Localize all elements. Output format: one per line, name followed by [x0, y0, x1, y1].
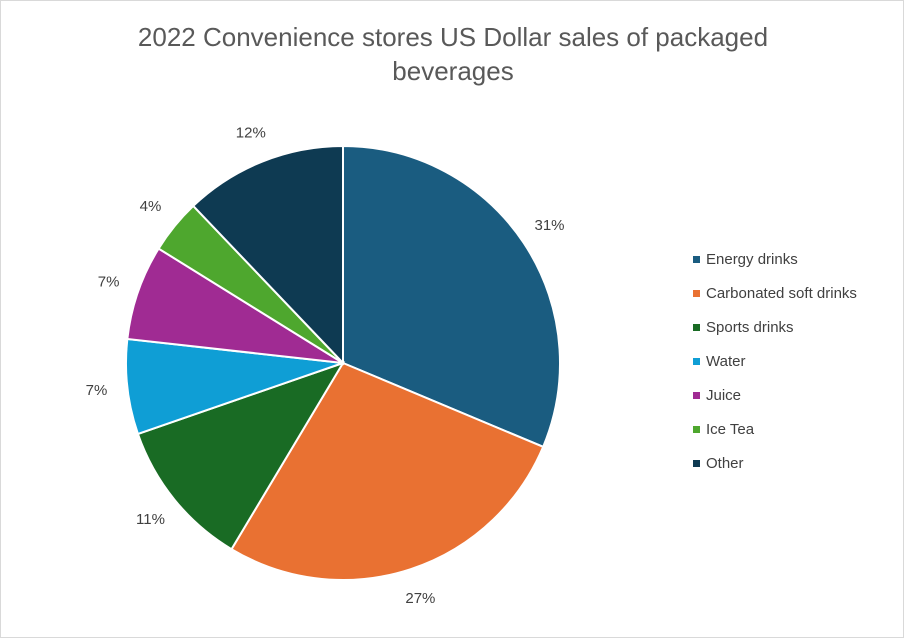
pie-slices	[125, 144, 561, 581]
legend-swatch	[693, 391, 700, 399]
legend-label: Juice	[706, 387, 742, 404]
legend-swatch	[693, 289, 700, 297]
pie-slice-energy-drinks	[342, 144, 561, 449]
legend-label: Sports drinks	[706, 319, 794, 336]
chart-title: 2022 Convenience stores US Dollar sales …	[0, 20, 906, 88]
legend-swatch	[693, 425, 700, 433]
legend-label: Energy drinks	[706, 251, 798, 268]
legend-label: Water	[706, 353, 746, 370]
legend-swatch	[693, 357, 700, 365]
data-label-other: 12%	[236, 124, 266, 141]
data-label-energy-drinks: 31%	[534, 217, 564, 234]
pie-slice-sports-drinks	[136, 361, 346, 551]
legend-swatch	[693, 459, 700, 467]
legend-item-carbonated-soft-drinks: Carbonated soft drinks	[693, 282, 857, 316]
legend-item-juice: Juice	[693, 384, 857, 418]
legend-label: Carbonated soft drinks	[706, 285, 857, 302]
data-label-ice-tea: 4%	[140, 198, 162, 215]
legend-item-energy-drinks: Energy drinks	[693, 248, 857, 282]
chart-title-line-2: beverages	[392, 56, 514, 86]
legend-swatch	[693, 255, 700, 263]
legend-item-other: Other	[693, 452, 857, 486]
legend-item-ice-tea: Ice Tea	[693, 418, 857, 452]
data-label-juice: 7%	[98, 273, 120, 290]
legend-item-water: Water	[693, 350, 857, 384]
chart-legend: Energy drinks Carbonated soft drinks Sport…	[693, 248, 857, 486]
legend-item-sports-drinks: Sports drinks	[693, 316, 857, 350]
data-label-water: 7%	[86, 382, 108, 399]
data-label-carbonated-soft-drinks: 27%	[405, 590, 435, 607]
legend-label: Other	[706, 455, 744, 472]
pie-slice-carbonated-soft-drinks	[230, 361, 545, 581]
pie-slice-other	[191, 144, 344, 366]
legend-swatch	[693, 323, 700, 331]
chart-title-line-1: 2022 Convenience stores US Dollar sales …	[137, 22, 769, 52]
legend-label: Ice Tea	[706, 421, 755, 438]
data-label-sports-drinks: 11%	[136, 511, 165, 528]
pie-data-labels: 31% 27% 11% 7% 7% 4% 12%	[86, 124, 565, 607]
